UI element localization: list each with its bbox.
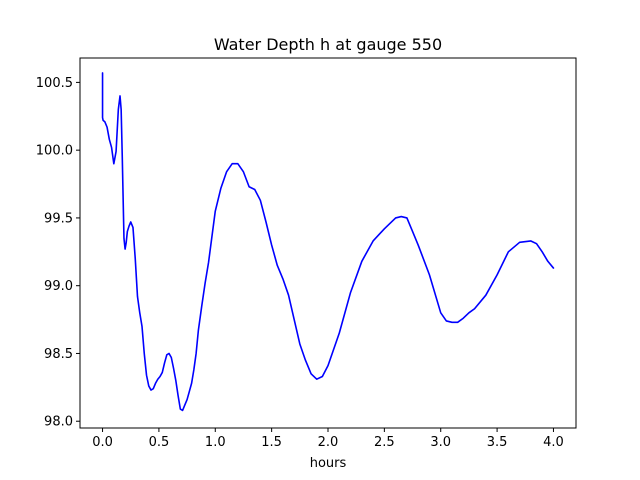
y-tick-label: 100.5: [36, 76, 73, 91]
y-tick-label: 99.0: [44, 279, 73, 294]
x-tick-label: 4.0: [543, 435, 564, 450]
x-tick-label: 3.5: [487, 435, 508, 450]
y-tick-label: 98.0: [44, 415, 73, 430]
x-tick-label: 1.0: [205, 435, 226, 450]
x-tick-label: 3.0: [430, 435, 451, 450]
x-tick-label: 0.0: [92, 435, 113, 450]
x-tick-label: 2.5: [374, 435, 395, 450]
y-tick-label: 99.5: [44, 211, 73, 226]
x-tick-label: 0.5: [149, 435, 170, 450]
plot-frame: [79, 57, 577, 429]
x-axis-label: hours: [310, 456, 347, 471]
x-tick-label: 2.0: [318, 435, 339, 450]
series-layer: [101, 72, 555, 412]
y-axis-ticks: 98.0 98.5 99.0 99.5 100.0 100.5: [36, 76, 80, 430]
series-line-0: [101, 72, 555, 412]
x-axis-ticks: 0.0 0.5 1.0 1.5 2.0 2.5 3.0 3.5 4.0: [92, 428, 564, 450]
x-tick-label: 1.5: [261, 435, 282, 450]
y-tick-label: 100.0: [36, 144, 73, 159]
y-tick-label: 98.5: [44, 347, 73, 362]
chart-title: Water Depth h at gauge 550: [214, 35, 442, 54]
